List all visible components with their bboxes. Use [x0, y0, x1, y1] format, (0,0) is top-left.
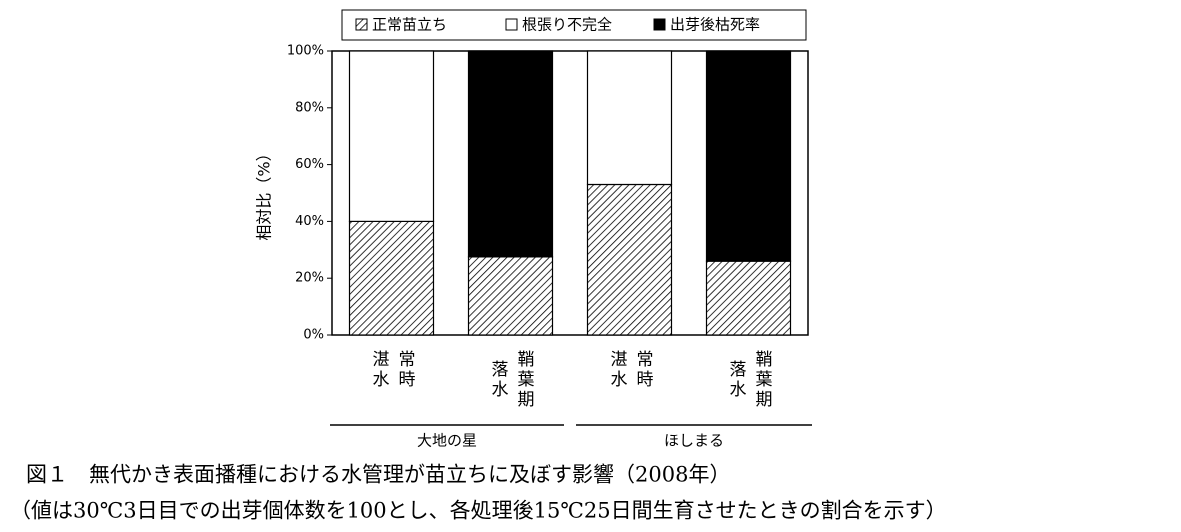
y-tick-label: 80%	[295, 100, 324, 115]
x-tick-label: 鞘葉期落水	[725, 350, 772, 410]
legend-marker	[653, 18, 666, 31]
bar-segment	[586, 183, 673, 336]
y-tick-label: 0%	[303, 328, 324, 343]
bar-segment	[348, 50, 435, 222]
y-tick-label: 100%	[287, 44, 324, 59]
y-tick-label: 40%	[295, 214, 324, 229]
legend-marker	[505, 18, 518, 31]
legend-marker	[355, 18, 368, 31]
legend-label: 正常苗立ち	[372, 16, 447, 34]
group-label: 大地の星	[417, 432, 477, 450]
y-tick-label: 60%	[295, 157, 324, 172]
bar-segment	[705, 260, 792, 336]
bar-segment	[705, 50, 792, 262]
legend-box	[341, 9, 807, 41]
bar-segment	[348, 220, 435, 336]
bar-segment	[586, 50, 673, 186]
x-tick-label: 常時湛水	[368, 350, 415, 390]
x-tick-label: 鞘葉期落水	[487, 350, 534, 410]
y-axis-label: 相対比（%）	[255, 145, 274, 240]
plot-area	[331, 50, 809, 336]
bar-segment	[467, 50, 554, 258]
group-label: ほしまる	[664, 432, 724, 450]
y-tick-label: 20%	[295, 271, 324, 286]
caption: （値は30℃3日目での出芽個体数を100とし、各処理後15℃25日間生育させたと…	[10, 499, 947, 523]
legend-label: 出芽後枯死率	[670, 16, 760, 34]
caption: 図１ 無代かき表面播種における水管理が苗立ちに及ぼす影響（2008年）	[26, 463, 730, 487]
bar-segment	[467, 256, 554, 336]
legend-label: 根張り不完全	[522, 16, 612, 34]
x-tick-label: 常時湛水	[606, 350, 653, 390]
